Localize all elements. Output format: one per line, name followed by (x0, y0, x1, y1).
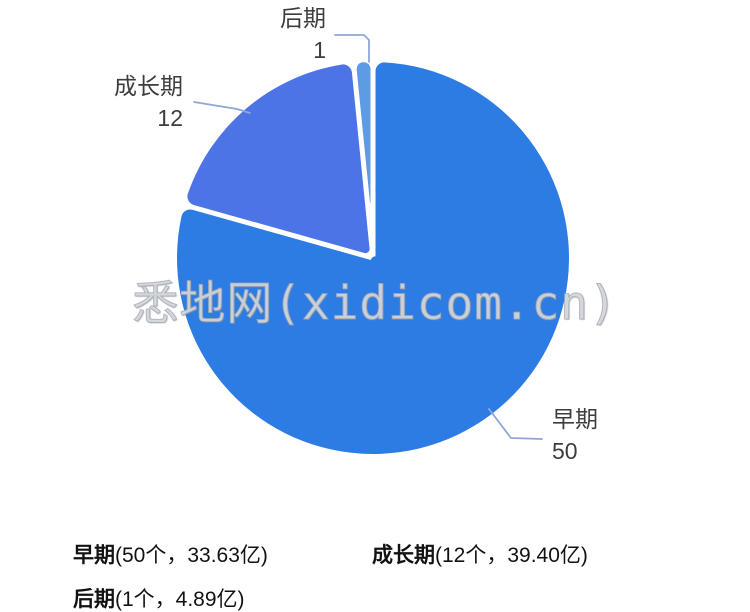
callout-growth-name: 成长期 (114, 73, 183, 99)
callout-early-value: 50 (552, 438, 578, 464)
callout-early: 早期 50 (552, 403, 598, 467)
summary-late: 后期(1个，4.89亿) (73, 583, 245, 612)
summary-early: 早期(50个，33.63亿) (73, 539, 268, 569)
leader-line-early (488, 408, 543, 440)
pie-slice-late[interactable] (356, 62, 371, 204)
callout-late: 后期 1 (280, 2, 326, 66)
callout-late-name: 后期 (280, 5, 326, 31)
summary-early-detail: (50个，33.63亿) (115, 544, 268, 567)
callout-growth-value: 12 (157, 105, 183, 131)
summary-early-name: 早期 (73, 544, 115, 567)
summary-late-detail: (1个，4.89亿) (115, 588, 245, 611)
summary-late-name: 后期 (73, 588, 115, 611)
leader-line-growth (193, 101, 251, 114)
callout-late-value: 1 (313, 37, 326, 63)
summary-growth: 成长期(12个，39.40亿) (372, 539, 588, 569)
leader-line-late (334, 34, 370, 63)
pie-slice-growth[interactable] (187, 64, 370, 254)
callout-early-name: 早期 (552, 406, 598, 432)
summary-growth-detail: (12个，39.40亿) (435, 544, 588, 567)
callout-growth: 成长期 12 (114, 70, 183, 134)
pie-slice-early[interactable] (177, 62, 570, 455)
summary-growth-name: 成长期 (372, 544, 435, 567)
